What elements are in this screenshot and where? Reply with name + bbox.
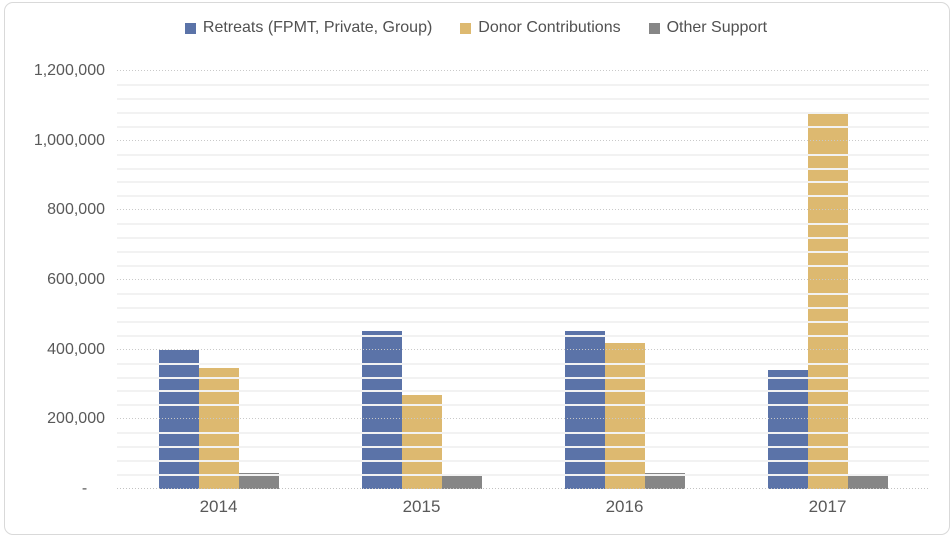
bar-group-2017	[726, 71, 929, 489]
y-axis: - 200,000 400,000 600,000 800,000 1,000,000 1…	[0, 63, 105, 497]
gridline-minor	[117, 237, 929, 240]
gridline-major	[117, 418, 929, 420]
legend-label: Retreats (FPMT, Private, Group)	[202, 19, 433, 36]
gridline-minor	[117, 111, 929, 114]
gridline-minor	[117, 292, 929, 295]
bar-other-support-2017[interactable]	[847, 475, 888, 489]
bar-donor-contributions-2014[interactable]	[198, 368, 239, 489]
gridline-minor	[117, 432, 929, 435]
gridline-minor	[117, 474, 929, 477]
gridline-major	[117, 279, 929, 280]
bar-groups	[117, 71, 929, 489]
gridline-major	[117, 209, 929, 211]
gridline-minor	[117, 153, 929, 156]
gridline-minor	[117, 195, 929, 198]
legend-swatch-other-support	[648, 22, 660, 34]
gridline-minor	[117, 265, 929, 268]
gridline-minor	[117, 446, 929, 449]
bar-group-2015	[320, 71, 523, 489]
gridline-minor	[117, 362, 929, 365]
bar-retreats-fpmt-private-group-2015[interactable]	[361, 330, 402, 489]
gridline-minor	[117, 181, 929, 184]
y-tick-label: 800,000	[47, 201, 105, 219]
legend-label: Other Support	[666, 19, 768, 36]
y-tick-label: 600,000	[47, 271, 105, 288]
gridline-minor	[117, 306, 929, 309]
bar-donor-contributions-2015[interactable]	[401, 394, 442, 489]
legend-item-donor-contributions[interactable]: Donor Contributions	[460, 19, 621, 37]
gridline-minor	[117, 320, 929, 323]
gridline-major	[117, 348, 929, 350]
y-tick-label: -	[81, 480, 105, 497]
legend-swatch-retreats-fpmt-private-group	[184, 22, 196, 34]
x-axis-line	[117, 488, 929, 489]
legend-item-retreats-fpmt-private-group[interactable]: Retreats (FPMT, Private, Group)	[184, 19, 433, 37]
y-tick-label: 400,000	[47, 340, 105, 358]
bar-group-2016	[523, 71, 726, 489]
gridline-minor	[117, 251, 929, 254]
gridline-minor	[117, 334, 929, 337]
y-tick-label: 1,200,000	[33, 62, 105, 79]
legend-label: Donor Contributions	[478, 19, 621, 36]
gridline-minor	[117, 223, 929, 226]
bar-other-support-2014[interactable]	[238, 472, 279, 489]
bar-other-support-2015[interactable]	[441, 474, 482, 489]
x-tick-label-2014: 2014	[199, 497, 238, 516]
legend: Retreats (FPMT, Private, Group) Donor Con…	[0, 19, 952, 37]
bar-other-support-2016[interactable]	[644, 472, 685, 489]
gridline-minor	[117, 404, 929, 407]
bar-group-2014	[117, 71, 320, 489]
plot-area	[117, 70, 929, 489]
x-axis: 2014 2015 2016 2017	[117, 497, 929, 517]
legend-swatch-donor-contributions	[460, 22, 472, 34]
y-tick-label: 200,000	[47, 410, 105, 428]
gridline-minor	[117, 97, 929, 100]
bar-donor-contributions-2017[interactable]	[807, 112, 848, 489]
y-tick-label: 1,000,000	[33, 131, 105, 149]
gridline-minor	[117, 83, 929, 86]
gridline-minor	[117, 125, 929, 128]
gridline-minor	[117, 390, 929, 393]
x-tick-label-2015: 2015	[402, 497, 441, 516]
bar-retreats-fpmt-private-group-2016[interactable]	[564, 330, 605, 489]
bar-retreats-fpmt-private-group-2017[interactable]	[767, 369, 808, 489]
gridline-minor	[117, 167, 929, 170]
gridline-major	[117, 139, 929, 141]
bar-donor-contributions-2016[interactable]	[604, 342, 645, 489]
bar-retreats-fpmt-private-group-2014[interactable]	[158, 350, 199, 489]
gridline-major	[117, 70, 929, 71]
x-tick-label-2017: 2017	[808, 497, 847, 516]
x-tick-label-2016: 2016	[605, 497, 644, 516]
gridline-minor	[117, 376, 929, 379]
gridline-minor	[117, 460, 929, 463]
legend-item-other-support[interactable]: Other Support	[648, 19, 768, 37]
